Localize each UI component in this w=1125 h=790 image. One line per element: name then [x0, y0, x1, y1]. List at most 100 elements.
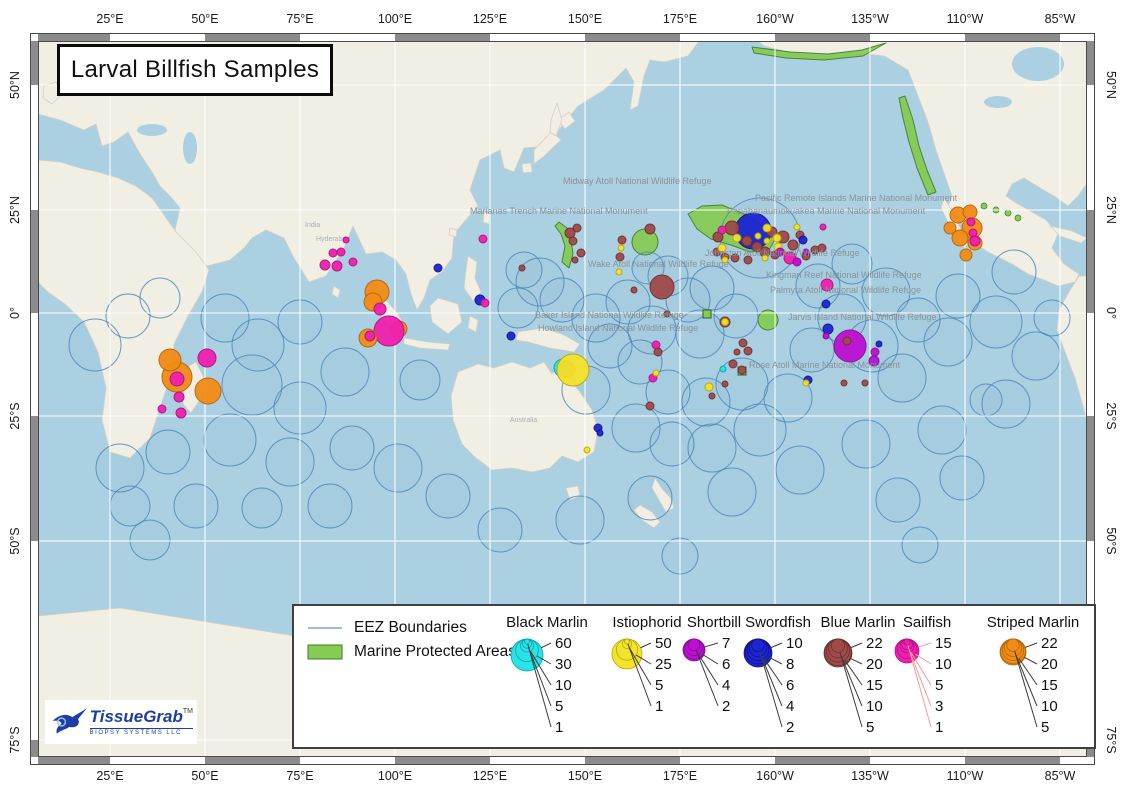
legend-size-value: 2: [786, 719, 794, 736]
legend-size-key: 15 10 5 3 1: [894, 635, 952, 736]
sample-point-sb: [775, 247, 785, 257]
sample-point-is: [615, 268, 623, 276]
sample-point-sw: [506, 331, 516, 341]
legend-callout-line: [907, 644, 932, 728]
eez-boundary: [775, 445, 825, 495]
legend-species-name: Striped Marlin: [986, 614, 1080, 631]
neatline-segment: [30, 541, 38, 740]
legend-size-value: 5: [935, 677, 943, 694]
legend-size-value: 5: [555, 698, 563, 715]
legend-callout-line: [627, 643, 652, 707]
land-java: [403, 337, 451, 351]
axis-label-lat-left: 50°N: [8, 71, 22, 99]
eez-fill: [330, 426, 374, 470]
legend-left-block: EEZ Boundaries Marine Protected Areas: [306, 616, 516, 664]
sample-point-blm: [743, 255, 753, 265]
eez-boundary: [95, 443, 145, 493]
eez-fill: [222, 355, 282, 415]
sample-point-sf: [197, 348, 217, 368]
sample-point-stm: [962, 204, 978, 220]
legend: EEZ Boundaries Marine Protected Areas Bl…: [292, 604, 1096, 749]
neatline-segment: [110, 33, 205, 41]
eez-boundary: [587, 323, 633, 369]
eez-fill: [628, 306, 676, 354]
legend-callout-line: [759, 651, 783, 728]
eez-boundary: [399, 359, 441, 401]
sample-point-sf: [373, 302, 387, 316]
eez-boundary: [505, 251, 543, 289]
sample-point-blm: [840, 379, 848, 387]
legend-callout-line: [536, 655, 552, 665]
neatline-segment: [490, 757, 585, 765]
land-new-guinea: [515, 327, 581, 353]
sample-point-blm: [738, 338, 748, 348]
neatline-segment: [680, 757, 775, 765]
sample-point-sf: [478, 234, 488, 244]
legend-size-circle: [830, 638, 846, 653]
eez-fill: [832, 244, 872, 284]
legend-callout-line: [910, 651, 932, 686]
legend-column-sw: Swordfish 10 8 6 4 2: [728, 614, 828, 742]
eez-boundary: [200, 293, 250, 343]
sample-point-blm: [653, 347, 663, 357]
axis-label-lon-top: 85°W: [1044, 12, 1076, 26]
logo-text: TissueGrabTM BIOPSY SYSTEMS LLC: [89, 708, 193, 736]
eez-fill: [842, 420, 890, 468]
sample-point-is: [802, 379, 810, 387]
map-label: Palmyra Atoll National Wildlife Refuge: [770, 285, 921, 295]
sample-point-blm: [617, 235, 627, 245]
neatline-band-v: [30, 41, 38, 757]
legend-size-value: 5: [866, 719, 874, 736]
legend-size-circle: [687, 638, 701, 652]
land-borneo: [429, 297, 463, 335]
sample-point-is: [761, 254, 769, 262]
sample-point-sf: [348, 257, 358, 267]
legend-size-value: 8: [786, 656, 794, 673]
map-label: Midway Atoll National Wildlife Refuge: [563, 176, 712, 186]
eez-boundary: [689, 265, 735, 311]
legend-callout-line: [698, 654, 719, 686]
sample-point-blm: [615, 252, 625, 262]
eez-boundary: [241, 487, 283, 529]
legend-size-value: 10: [1041, 698, 1058, 715]
axis-label-lon-bottom: 85°W: [1044, 769, 1076, 783]
neatline-band-h: [30, 757, 1095, 765]
sample-point-sf: [175, 407, 187, 419]
neatline-corner: [30, 757, 38, 765]
legend-size-key: 50 25 5 1: [611, 635, 672, 715]
legend-size-circle: [751, 638, 765, 652]
eez-fill: [242, 488, 282, 528]
basemap-label: Hyderabad: [316, 236, 350, 243]
land-cuba: [1049, 225, 1087, 244]
axis-label-lat-right: 25°N: [1104, 196, 1118, 224]
legend-callout-line: [850, 642, 863, 649]
legend-species-name: Black Marlin: [506, 614, 588, 631]
sample-point-sf: [331, 260, 343, 272]
land-nz-north: [651, 477, 675, 513]
legend-size-value: 25: [655, 656, 672, 673]
eez-boundary: [1033, 299, 1071, 337]
sample-point-sb: [833, 329, 867, 363]
sample-point-sf: [820, 278, 834, 292]
eez-fill: [716, 358, 768, 410]
map-title: Larval Billfish Samples: [57, 44, 333, 96]
land-sakhalin: [549, 102, 563, 137]
legend-size-value: 22: [1041, 635, 1058, 652]
sample-point-blm: [733, 348, 741, 356]
sample-point-blm: [663, 310, 671, 318]
axis-label-lon-top: 160°W: [756, 12, 794, 26]
legend-size-key: 22 20 15 10 5: [823, 635, 883, 736]
logo-trademark: TM: [182, 708, 193, 715]
legend-size-value: 5: [655, 677, 663, 694]
map-title-text: Larval Billfish Samples: [70, 56, 320, 83]
mpa-dot: [1014, 214, 1022, 222]
sample-point-blm: [842, 336, 852, 346]
eez-fill: [646, 370, 690, 414]
eez-fill: [618, 340, 662, 384]
legend-size-value: 30: [555, 656, 572, 673]
neatline-band-h: [30, 33, 1095, 41]
map-label: Kingman Reef National Wildlife Refuge: [766, 270, 922, 280]
legend-column-stm: Striped Marlin 22 20 15 10 5: [983, 614, 1083, 742]
legend-callout-line: [844, 659, 863, 686]
eez-boundary: [939, 455, 985, 501]
